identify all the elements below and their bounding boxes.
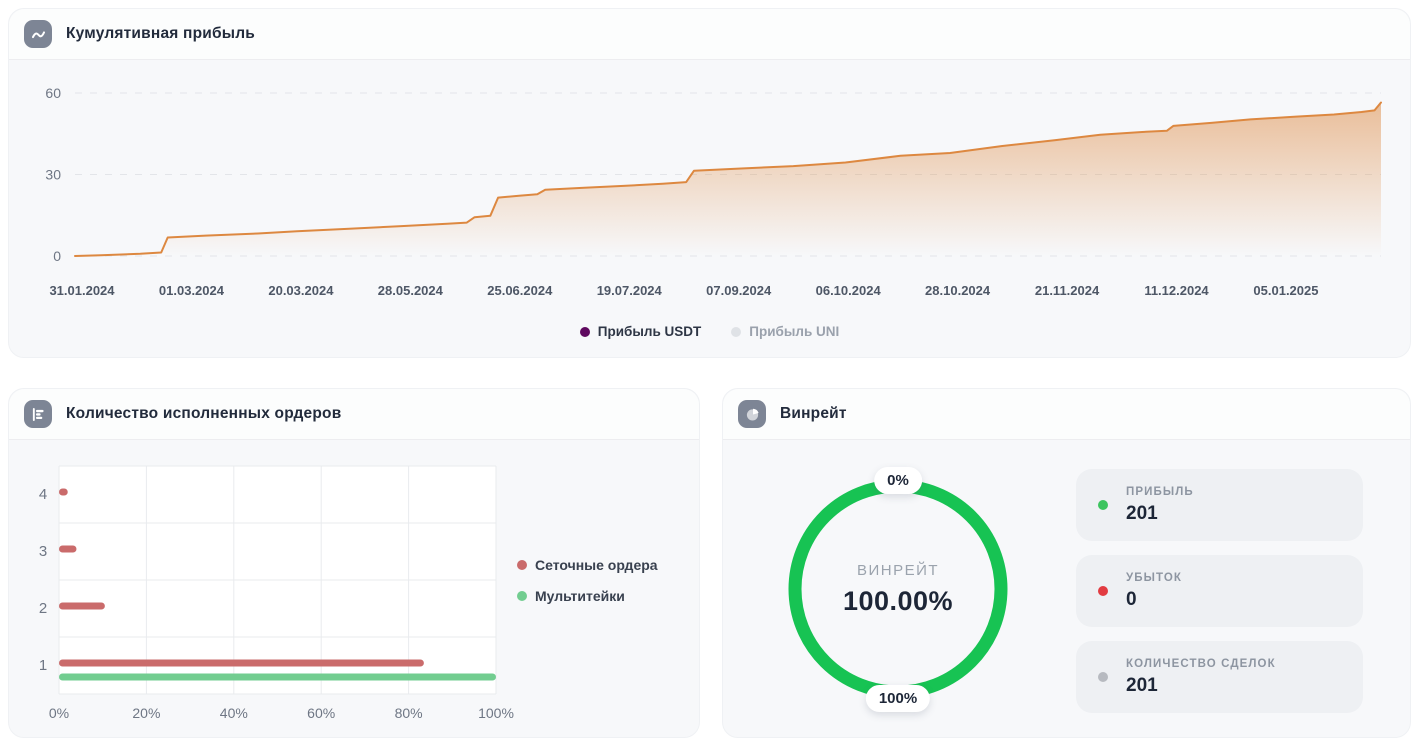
cumulative-legend: Прибыль USDT Прибыль UNI (9, 324, 1410, 339)
legend-item-multitakes[interactable]: Мультитейки (517, 588, 658, 604)
svg-text:1: 1 (39, 657, 47, 674)
legend-dot-usdt (579, 326, 590, 337)
svg-text:28.10.2024: 28.10.2024 (925, 283, 991, 298)
stat-card-trades: КОЛИЧЕСТВО СДЕЛОК 201 (1076, 641, 1363, 713)
legend-item-profit-uni[interactable]: Прибыль UNI (731, 324, 839, 339)
cumulative-profit-chart[interactable]: 0 30 60 31.01.2024 01.03.2024 20.03.2024 28.05… (9, 60, 1404, 310)
winrate-badge-0: 0% (874, 467, 922, 494)
svg-text:2: 2 (39, 600, 47, 617)
winrate-center-label: ВИНРЕЙТ (856, 561, 940, 579)
panel-title: Винрейт (780, 405, 847, 422)
svg-text:07.09.2024: 07.09.2024 (706, 283, 772, 298)
cumulative-profit-header: Кумулятивная прибыль (9, 9, 1410, 60)
legend-item-profit-usdt[interactable]: Прибыль USDT (579, 324, 702, 339)
svg-text:3: 3 (39, 543, 47, 560)
stat-label: КОЛИЧЕСТВО СДЕЛОК (1126, 657, 1276, 670)
svg-text:4: 4 (39, 486, 47, 503)
svg-text:19.07.2024: 19.07.2024 (597, 283, 663, 298)
svg-text:06.10.2024: 06.10.2024 (816, 283, 882, 298)
legend-dot-grid-orders (517, 560, 527, 570)
stat-value: 201 (1126, 502, 1158, 524)
winrate-stats: ПРИБЫЛЬ 201 УБЫТОК 0 КОЛИЧЕСТВО СДЕЛОК 2… (1076, 469, 1363, 713)
pie-chart-icon (738, 400, 766, 428)
svg-text:60%: 60% (307, 705, 335, 721)
executed-orders-chart[interactable]: 4 3 2 1 0% 20% 40% 60% 80% 100% (31, 456, 531, 724)
executed-orders-legend: Сеточные ордера Мультитейки (517, 557, 658, 604)
svg-text:100%: 100% (478, 705, 514, 721)
horizontal-bars-icon (24, 400, 52, 428)
winrate-badge-100: 100% (865, 685, 931, 712)
stat-value: 201 (1126, 674, 1158, 696)
legend-dot-uni (731, 326, 742, 337)
cumulative-profit-panel: Кумулятивная прибыль 0 30 60 31.01.2024 01.0… (8, 8, 1411, 358)
legend-item-grid-orders[interactable]: Сеточные ордера (517, 557, 658, 573)
svg-text:20%: 20% (132, 705, 160, 721)
profit-dot (1098, 500, 1108, 510)
legend-label-usdt: Прибыль USDT (597, 324, 702, 339)
line-chart-icon (24, 20, 52, 48)
legend-label-multitakes: Мультитейки (535, 588, 625, 604)
panel-title: Кумулятивная прибыль (66, 25, 255, 42)
winrate-panel: Винрейт ВИНРЕЙТ 100.00% 0% 100% ПРИБЫЛЬ … (722, 388, 1411, 738)
svg-text:05.01.2025: 05.01.2025 (1253, 283, 1318, 298)
svg-text:20.03.2024: 20.03.2024 (268, 283, 334, 298)
winrate-header: Винрейт (723, 389, 1410, 440)
loss-dot (1098, 586, 1108, 596)
trades-dot (1098, 672, 1108, 682)
legend-label-uni: Прибыль UNI (749, 324, 840, 339)
stat-card-loss: УБЫТОК 0 (1076, 555, 1363, 627)
executed-orders-header: Количество исполненных ордеров (9, 389, 699, 440)
winrate-center-value: 100.00% (842, 585, 954, 616)
cumulative-chart-area: 0 30 60 31.01.2024 01.03.2024 20.03.2024 28.05… (9, 60, 1410, 339)
legend-dot-multitakes (517, 591, 527, 601)
legend-label-grid-orders: Сеточные ордера (535, 557, 658, 573)
svg-text:40%: 40% (220, 705, 248, 721)
winrate-donut[interactable]: ВИНРЕЙТ 100.00% 0% 100% (782, 467, 1014, 712)
svg-text:01.03.2024: 01.03.2024 (159, 283, 225, 298)
stat-value: 0 (1126, 588, 1137, 610)
svg-text:80%: 80% (395, 705, 423, 721)
svg-text:0%: 0% (49, 705, 69, 721)
svg-text:21.11.2024: 21.11.2024 (1035, 283, 1100, 298)
svg-text:28.05.2024: 28.05.2024 (378, 283, 444, 298)
svg-text:11.12.2024: 11.12.2024 (1144, 283, 1209, 298)
svg-text:25.06.2024: 25.06.2024 (487, 283, 553, 298)
winrate-center: ВИНРЕЙТ 100.00% (782, 473, 1014, 705)
stat-card-profit: ПРИБЫЛЬ 201 (1076, 469, 1363, 541)
panel-title: Количество исполненных ордеров (66, 405, 342, 422)
svg-text:0: 0 (53, 248, 61, 264)
svg-text:30: 30 (45, 167, 61, 183)
stat-label: УБЫТОК (1126, 571, 1182, 584)
stat-label: ПРИБЫЛЬ (1126, 485, 1194, 498)
svg-text:31.01.2024: 31.01.2024 (49, 283, 115, 298)
executed-orders-panel: Количество исполненных ордеров 4 3 2 1 0% 20%… (8, 388, 700, 738)
svg-text:60: 60 (45, 85, 61, 101)
